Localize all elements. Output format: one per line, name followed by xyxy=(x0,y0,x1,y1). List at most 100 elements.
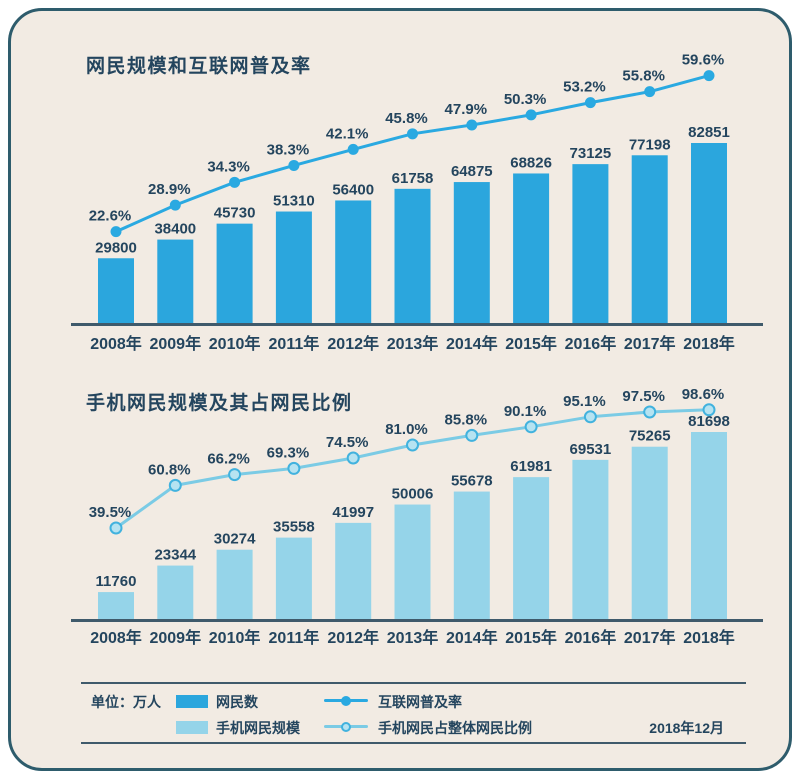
bar-value-label: 23344 xyxy=(154,547,196,564)
percent-label: 59.6% xyxy=(682,52,725,69)
percent-label: 69.3% xyxy=(267,444,310,461)
year-label: 2017年 xyxy=(624,628,676,647)
bar-value-label: 55678 xyxy=(451,473,493,490)
year-label: 2014年 xyxy=(446,628,498,647)
line-marker-icon xyxy=(643,405,657,419)
year-label: 2008年 xyxy=(90,334,142,353)
year-label: 2010年 xyxy=(209,334,261,353)
line-marker-icon xyxy=(584,97,596,109)
bar-value-label: 45730 xyxy=(214,205,256,222)
percent-label: 34.3% xyxy=(207,158,250,175)
legend-label-penetration: 互联网普及率 xyxy=(378,694,462,710)
bar-value-label: 75265 xyxy=(629,428,671,445)
bar-2009年 xyxy=(157,565,194,619)
bar-value-label: 29800 xyxy=(95,239,137,256)
bar-value-label: 38400 xyxy=(154,221,196,238)
chart-card: 网民规模和互联网普及率 手机网民规模及其占网民比例 29800 2008年 3840… xyxy=(8,8,792,771)
percent-label: 28.9% xyxy=(148,181,191,198)
bar-value-label: 82851 xyxy=(688,124,730,141)
percent-label: 45.8% xyxy=(385,110,428,127)
bar-2013年 xyxy=(394,504,431,619)
bar-2015年 xyxy=(513,173,550,323)
year-label: 2013年 xyxy=(387,334,439,353)
line-marker-icon xyxy=(228,468,242,482)
year-label: 2010年 xyxy=(209,628,261,647)
bar-value-label: 69531 xyxy=(570,441,612,458)
line-marker-icon xyxy=(229,176,241,188)
line-marker-icon xyxy=(288,159,300,171)
bar-2017年 xyxy=(631,155,668,323)
line-marker-icon xyxy=(524,420,538,434)
year-label: 2011年 xyxy=(269,334,320,353)
bar-2017年 xyxy=(631,446,668,619)
line-marker-icon xyxy=(168,478,182,492)
year-label: 2015年 xyxy=(505,334,557,353)
bar-2018年 xyxy=(691,143,727,323)
year-label: 2016年 xyxy=(565,628,617,647)
legend-label-mobile-users: 手机网民规模 xyxy=(216,720,300,736)
line-marker-icon xyxy=(406,438,419,452)
bar-2016年 xyxy=(572,459,609,619)
bar-value-label: 51310 xyxy=(273,193,315,210)
legend-line-penetration xyxy=(324,695,368,706)
bar-value-label: 56400 xyxy=(332,181,374,198)
bar-2011年 xyxy=(275,211,312,323)
bar-2012年 xyxy=(335,200,372,323)
line-marker-icon xyxy=(702,403,716,417)
line-marker-icon xyxy=(110,226,122,238)
line-marker-icon xyxy=(109,521,123,535)
year-label: 2018年 xyxy=(683,334,735,353)
year-label: 2013年 xyxy=(387,628,439,647)
line-marker-icon xyxy=(703,70,715,82)
percent-label: 55.8% xyxy=(622,68,665,85)
report-date-label: 2018年12月 xyxy=(649,720,724,736)
year-label: 2016年 xyxy=(565,334,617,353)
bar-2009年 xyxy=(157,239,194,323)
line-marker-icon xyxy=(466,119,478,131)
bar-value-label: 61981 xyxy=(510,458,552,475)
bar-value-label: 41997 xyxy=(332,504,374,521)
percent-label: 81.0% xyxy=(385,421,428,438)
percent-label: 50.3% xyxy=(504,91,547,108)
year-label: 2008年 xyxy=(90,628,142,647)
line-marker-icon xyxy=(287,461,301,475)
legend-label-internet-users: 网民数 xyxy=(216,694,258,710)
bar-2011年 xyxy=(275,537,312,619)
bar-value-label: 73125 xyxy=(570,145,612,162)
legend-dot-solid-icon xyxy=(341,695,351,706)
year-label: 2009年 xyxy=(149,334,201,353)
percent-label: 97.5% xyxy=(622,388,665,405)
line-marker-icon xyxy=(525,109,537,121)
bar-2014年 xyxy=(453,182,490,323)
year-label: 2014年 xyxy=(446,334,498,353)
line-marker-icon xyxy=(169,199,181,211)
bar-value-label: 77198 xyxy=(629,136,671,153)
percent-label: 42.1% xyxy=(326,125,369,142)
year-label: 2017年 xyxy=(624,334,676,353)
year-label: 2018年 xyxy=(683,628,735,647)
legend-swatch-internet-users xyxy=(176,695,208,708)
bar-value-label: 11760 xyxy=(96,573,137,590)
line-marker-icon xyxy=(346,451,360,465)
bar-value-label: 35558 xyxy=(273,519,315,536)
percent-label: 98.6% xyxy=(682,386,725,403)
bar-2018年 xyxy=(691,432,727,619)
internet-users-chart: 29800 2008年 38400 2009年 45730 2010年 51310 2011年… xyxy=(71,52,763,353)
percent-label: 39.5% xyxy=(89,504,132,521)
bar-value-label: 64875 xyxy=(451,163,493,180)
year-label: 2009年 xyxy=(149,628,201,647)
unit-label: 单位：万人 xyxy=(91,694,161,710)
mobile-users-chart: 11760 2008年 23344 2009年 30274 2010年 35558 2011年… xyxy=(71,386,763,647)
year-label: 2012年 xyxy=(327,628,379,647)
bar-2015年 xyxy=(513,477,550,619)
legend-swatch-mobile-users xyxy=(176,721,208,734)
percent-label: 47.9% xyxy=(445,101,488,118)
year-label: 2015年 xyxy=(505,628,557,647)
line-marker-icon xyxy=(407,128,418,140)
bar-2008年 xyxy=(98,592,134,619)
legend-divider-top xyxy=(81,682,746,684)
percent-label: 74.5% xyxy=(326,434,369,451)
line-marker-icon xyxy=(465,428,479,442)
bar-2013年 xyxy=(394,188,431,323)
